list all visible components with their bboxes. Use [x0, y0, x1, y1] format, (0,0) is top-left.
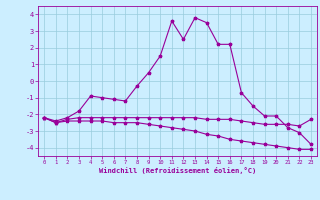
X-axis label: Windchill (Refroidissement éolien,°C): Windchill (Refroidissement éolien,°C)	[99, 167, 256, 174]
